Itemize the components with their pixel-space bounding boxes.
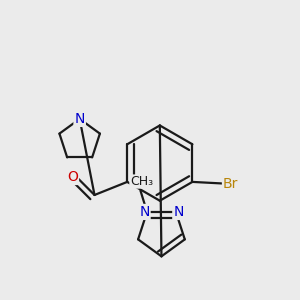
Text: Br: Br: [223, 176, 239, 190]
Text: O: O: [67, 170, 78, 184]
Text: N: N: [139, 205, 150, 219]
Text: CH₃: CH₃: [130, 175, 153, 188]
Text: N: N: [74, 112, 85, 126]
Text: N: N: [173, 205, 184, 219]
